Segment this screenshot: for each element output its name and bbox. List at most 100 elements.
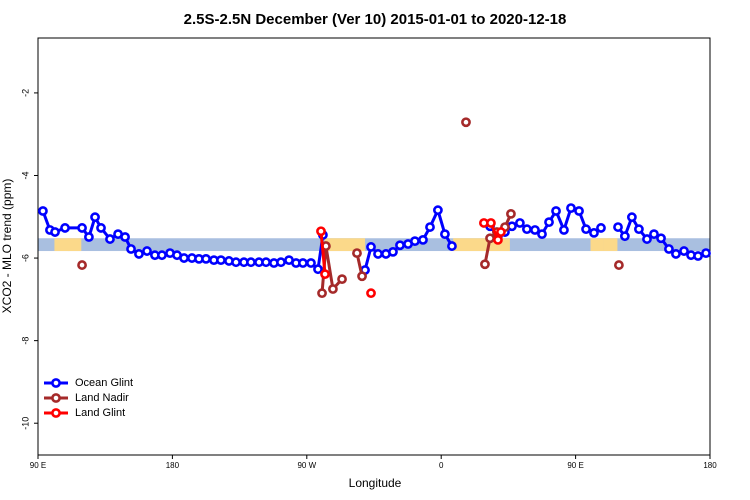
series-point [366,288,376,299]
series-point [559,225,569,235]
series-point [693,251,703,261]
series-point [261,257,271,268]
series-point [614,260,624,270]
series-point [589,227,599,238]
series-point [126,244,136,254]
legend-label: Land Glint [75,407,125,419]
legend-marker [51,393,61,403]
series-point [480,259,490,270]
y-tick-label: -6 [20,254,30,262]
legend-marker [51,378,61,388]
series-point [485,233,495,244]
series-point [120,232,130,242]
series-point [134,249,144,259]
series-point [447,241,457,251]
band-highlight [54,238,70,252]
series-point [157,250,167,261]
series-point [613,222,623,232]
band-highlight [590,238,604,252]
series-point [574,206,584,216]
series-point [395,240,405,251]
series-point [649,229,659,240]
series-point [373,249,383,259]
series-point [105,234,115,244]
series-point [433,205,443,216]
series-point [619,231,630,242]
y-tick-label: -10 [20,417,30,430]
series-point [551,206,561,216]
series-point [581,224,591,235]
series-point [179,253,189,263]
series-point [328,284,338,294]
series-point [231,257,241,268]
series-point [316,226,326,237]
series-point [496,227,506,237]
series-point [596,223,606,233]
series-point [418,234,428,245]
series-point [60,223,70,233]
series-point [530,225,540,235]
series-point [664,244,674,254]
series-point [671,249,681,259]
series-point [77,223,87,233]
series-point [201,253,211,264]
legend-label: Ocean Glint [75,377,133,389]
series-point [246,257,256,268]
x-tick-label: 180 [703,461,717,470]
y-axis-label: XCO2 - MLO trend (ppm) [0,179,14,314]
series-point [634,224,644,235]
series-point [679,246,689,256]
x-tick-label: 180 [166,461,180,470]
band-highlight [603,238,618,252]
series-point [317,288,327,299]
series-point [626,212,637,223]
series-point [320,269,330,280]
series-point [38,206,48,216]
series-point [216,255,226,266]
series-point [388,246,398,257]
series-point [90,212,100,223]
series-point [642,234,652,244]
series-point [506,208,516,219]
series-point [461,117,471,128]
series-point [544,217,554,228]
x-tick-label: 90 W [297,461,316,470]
series-point [656,233,666,244]
series-point [566,203,576,214]
x-tick-label: 0 [439,461,444,470]
series-point [337,274,347,285]
series-point [84,232,94,242]
band-highlight [324,238,366,252]
series-point [357,271,367,282]
series-point [425,222,435,232]
series-point [313,264,323,275]
series-point [142,246,152,256]
series-point [493,234,503,245]
series-point [701,248,711,259]
series-point [50,227,60,237]
series-point [298,258,308,268]
x-tick-label: 90 E [30,461,46,470]
legend-label: Land Nadir [75,392,129,404]
y-tick-label: -2 [20,89,30,97]
x-axis-label: Longitude [349,476,402,490]
plot-frame [37,37,711,456]
series-point [77,260,87,270]
series-point [486,218,496,228]
y-tick-label: -8 [20,337,30,345]
chart-title: 2.5S-2.5N December (Ver 10) 2015-01-01 t… [184,11,567,28]
series-point [410,236,420,247]
series-point [366,242,376,252]
y-tick-label: -4 [20,171,30,179]
legend-marker [51,408,61,418]
series-point [306,258,316,268]
band-highlight [67,238,82,252]
x-tick-label: 90 E [567,461,583,470]
series-point [352,248,362,259]
series-point [514,218,525,228]
series-point [522,224,532,235]
series-point [276,257,286,268]
series-point [440,229,450,240]
series-line [322,214,619,293]
